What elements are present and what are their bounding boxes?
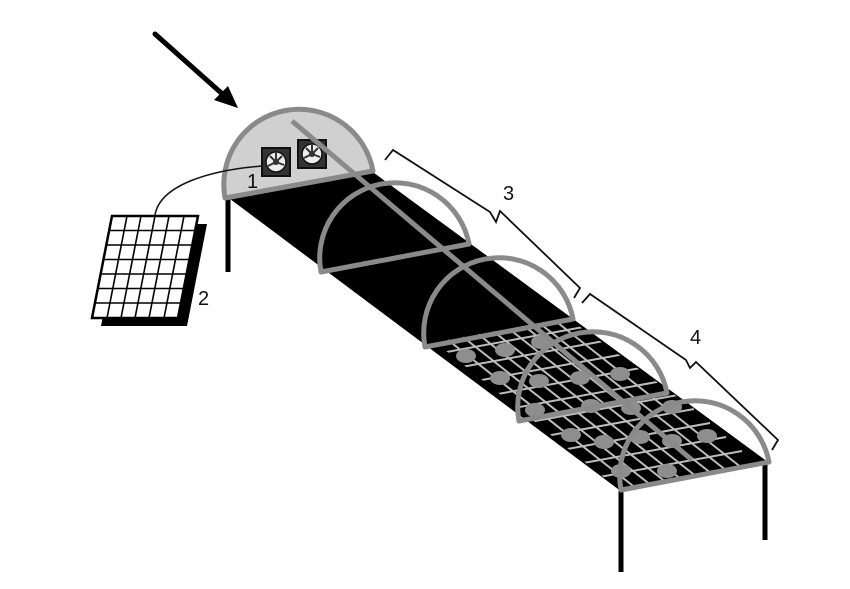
fan-icon (297, 139, 327, 169)
label-section-3: 3 (503, 183, 514, 205)
hoop-1 (317, 180, 472, 275)
item (594, 435, 614, 449)
item (495, 343, 515, 357)
hoop-3 (515, 329, 670, 424)
support-legs (225, 195, 768, 572)
label-section-4: 4 (690, 327, 701, 349)
item (561, 428, 581, 442)
solar-panel-icon (90, 214, 207, 326)
item (657, 464, 677, 478)
item (529, 374, 549, 388)
hoop-2 (421, 255, 576, 350)
arrow-icon (152, 31, 238, 108)
item (490, 371, 510, 385)
item (456, 349, 476, 363)
item (570, 371, 590, 385)
hoop-frame (317, 180, 772, 493)
item (610, 367, 630, 381)
hoop-4 (617, 398, 772, 493)
bracket-icon (384, 148, 780, 451)
power-cable (154, 165, 263, 216)
fan-icon (261, 147, 291, 177)
ridge-beam (290, 119, 694, 462)
bracket-section-3 (384, 148, 582, 299)
item (697, 429, 717, 443)
label-fans: 1 (247, 171, 258, 193)
label-solar-panel: 2 (198, 288, 209, 310)
item (525, 403, 545, 417)
bracket-section-4 (581, 292, 780, 451)
